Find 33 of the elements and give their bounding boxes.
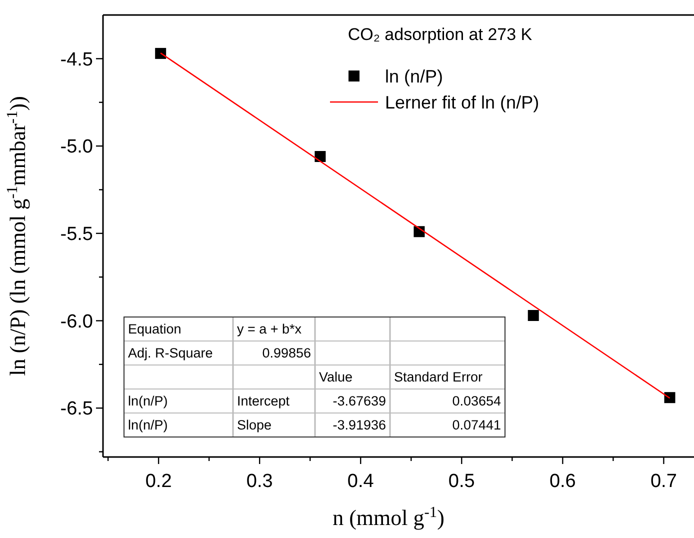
annotation: Slope (237, 418, 272, 433)
annotation: Intercept (237, 394, 290, 409)
annotation: 0.07441 (452, 418, 501, 433)
annotation: y = a + b*x (237, 322, 302, 337)
point (314, 151, 326, 162)
y-tick-label: -6.5 (60, 398, 93, 420)
annotation: Value (319, 370, 353, 385)
y-tick-label: -4.5 (60, 49, 93, 70)
point (528, 310, 539, 321)
x-axis-title: n (mmol g$^{-1}$) (332, 504, 444, 530)
y-tick-label: -5.0 (60, 136, 93, 158)
legend-label: ln (n/P) (385, 66, 444, 86)
annotation: Adj. R-Square (128, 346, 213, 361)
annotation: Equation (128, 322, 182, 337)
x-tick-label: 0.3 (246, 471, 273, 492)
point (155, 48, 166, 59)
text: CO₂ adsorption at 273 K (348, 25, 533, 44)
x-tick-label: 0.2 (145, 471, 172, 492)
annotation: -3.91936 (332, 418, 386, 433)
x-tick-label: 0.5 (448, 471, 475, 492)
annotation: 0.99856 (262, 346, 311, 361)
annotation: ln(n/P) (128, 394, 168, 409)
y-tick-label: -6.0 (60, 311, 93, 332)
annotation: ln(n/P) (128, 418, 168, 433)
point (664, 392, 676, 404)
y-tick-label: -5.5 (60, 224, 93, 246)
annotation: Standard Error (394, 370, 484, 385)
annotation: -3.67639 (332, 394, 386, 409)
legend-label: Lerner fit of ln (n/P) (385, 92, 540, 112)
x-tick-label: 0.4 (347, 471, 374, 492)
annotation: 0.03654 (452, 394, 502, 409)
x-tick-label: 0.6 (549, 471, 576, 492)
x-tick-label: 0.7 (650, 471, 677, 492)
